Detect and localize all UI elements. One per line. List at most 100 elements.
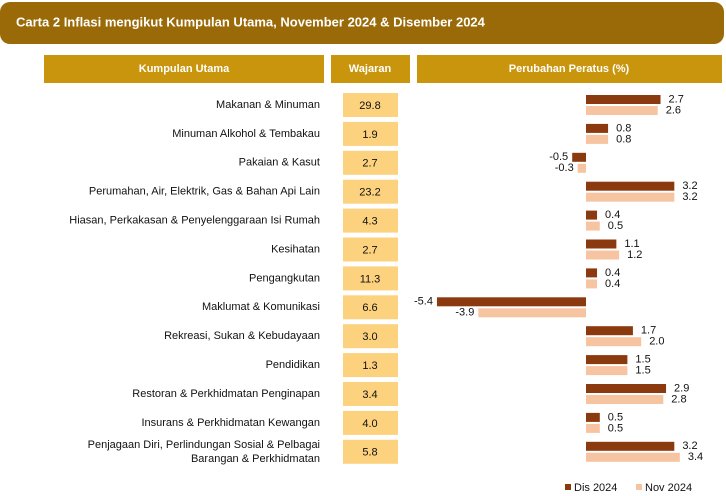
header-text: Perubahan Peratus (%) bbox=[509, 63, 630, 75]
data-label: 1.1 bbox=[624, 238, 639, 250]
category-label: Minuman Alkohol & Tembakau bbox=[172, 128, 320, 140]
bar bbox=[478, 308, 586, 318]
bar bbox=[586, 366, 628, 376]
weight-value: 5.8 bbox=[362, 447, 377, 459]
data-label: 1.5 bbox=[635, 354, 650, 366]
weight-value: 1.3 bbox=[362, 360, 377, 372]
category-label: Makanan & Minuman bbox=[216, 99, 320, 111]
category-label: Pengangkutan bbox=[249, 272, 320, 284]
bar bbox=[586, 355, 628, 365]
legend-label: Dis 2024 bbox=[574, 482, 617, 494]
data-label: 0.8 bbox=[616, 122, 631, 134]
weight-cell bbox=[343, 179, 398, 204]
data-label: 0.5 bbox=[608, 411, 623, 423]
data-label: -0.3 bbox=[555, 162, 574, 174]
weight-cell bbox=[343, 150, 398, 175]
data-label: 2.0 bbox=[649, 336, 664, 348]
bar bbox=[586, 337, 642, 347]
bar bbox=[586, 210, 598, 220]
header-cell bbox=[331, 55, 410, 83]
bar bbox=[586, 239, 617, 249]
weight-cell bbox=[343, 93, 398, 117]
bar bbox=[577, 163, 586, 173]
bar bbox=[586, 123, 609, 133]
data-label: 1.7 bbox=[641, 325, 656, 337]
weight-value: 11.3 bbox=[360, 273, 381, 285]
data-label: 2.6 bbox=[666, 104, 681, 116]
legend-swatch bbox=[565, 484, 571, 490]
bar bbox=[586, 279, 598, 289]
bar bbox=[586, 192, 675, 202]
weight-cell bbox=[343, 410, 398, 435]
category-label: Rekreasi, Sukan & Kebudayaan bbox=[164, 330, 320, 342]
weight-value: 3.0 bbox=[362, 331, 377, 343]
category-label: Pakaian & Kasut bbox=[239, 157, 320, 169]
bar bbox=[436, 297, 586, 307]
weight-cell bbox=[343, 324, 398, 349]
category-label: Penjagaan Diri, Perlindungan Sosial & Pe… bbox=[88, 439, 320, 465]
data-label: 3.2 bbox=[682, 180, 697, 192]
category-label: Hiasan, Perkakasan & Penyelenggaraan Isi… bbox=[69, 215, 320, 227]
bar bbox=[572, 152, 586, 162]
category-label: Kesihatan bbox=[271, 243, 320, 255]
data-label: 3.2 bbox=[682, 440, 697, 452]
data-label: 0.4 bbox=[605, 278, 620, 290]
data-label: 3.2 bbox=[682, 191, 697, 203]
chart-title: Carta 2 Inflasi mengikut Kumpulan Utama,… bbox=[16, 14, 486, 29]
data-label: 0.5 bbox=[608, 422, 623, 434]
weight-value: 2.7 bbox=[362, 244, 377, 256]
weight-value: 4.0 bbox=[362, 418, 377, 430]
category-label: Insurans & Perkhidmatan Kewangan bbox=[141, 417, 320, 429]
bar bbox=[586, 134, 609, 144]
data-label: 0.4 bbox=[605, 209, 620, 221]
category-label: Perumahan, Air, Elektrik, Gas & Bahan Ap… bbox=[89, 186, 320, 198]
bar bbox=[586, 221, 600, 231]
data-label: 0.8 bbox=[616, 133, 631, 145]
weight-cell bbox=[343, 353, 398, 378]
bar bbox=[586, 95, 661, 104]
weight-value: 1.9 bbox=[362, 129, 377, 141]
legend-label: Nov 2024 bbox=[645, 482, 692, 494]
data-label: -3.9 bbox=[455, 307, 474, 319]
category-label: Restoran & Perkhidmatan Penginapan bbox=[132, 388, 320, 400]
bar bbox=[586, 423, 600, 433]
category-label: Pendidikan bbox=[266, 359, 320, 371]
data-label: 2.8 bbox=[671, 393, 686, 405]
bar bbox=[586, 106, 658, 115]
weight-value: 23.2 bbox=[359, 187, 380, 199]
title-bar bbox=[0, 2, 724, 44]
weight-cell bbox=[343, 295, 398, 320]
weight-value: 29.8 bbox=[359, 100, 380, 112]
bar bbox=[586, 395, 664, 404]
data-label: 2.9 bbox=[674, 382, 689, 394]
header-text: Kumpulan Utama bbox=[139, 63, 230, 75]
data-label: 0.5 bbox=[608, 220, 623, 232]
bar bbox=[586, 268, 598, 278]
weight-value: 2.7 bbox=[362, 158, 377, 170]
header-cell bbox=[44, 55, 324, 83]
legend-swatch bbox=[636, 484, 642, 490]
bar bbox=[586, 384, 667, 393]
bar bbox=[586, 441, 675, 451]
bar bbox=[586, 326, 633, 336]
weight-cell bbox=[343, 121, 398, 146]
weight-cell bbox=[343, 237, 398, 262]
weight-value: 3.4 bbox=[362, 389, 377, 401]
header-text: Wajaran bbox=[349, 63, 392, 75]
bar bbox=[586, 181, 675, 191]
data-label: 1.5 bbox=[635, 365, 650, 377]
data-label: -0.5 bbox=[549, 151, 568, 163]
data-label: 2.7 bbox=[669, 93, 684, 105]
weight-value: 4.3 bbox=[362, 216, 377, 228]
header-cell bbox=[417, 55, 722, 83]
weight-cell bbox=[343, 382, 398, 406]
bar bbox=[586, 412, 600, 422]
data-label: 0.4 bbox=[605, 267, 620, 279]
data-label: 1.2 bbox=[627, 249, 642, 261]
category-label: Maklumat & Komunikasi bbox=[202, 301, 320, 313]
weight-cell bbox=[343, 266, 398, 291]
bar bbox=[586, 250, 620, 260]
weight-cell bbox=[343, 439, 398, 464]
bar bbox=[586, 452, 680, 462]
